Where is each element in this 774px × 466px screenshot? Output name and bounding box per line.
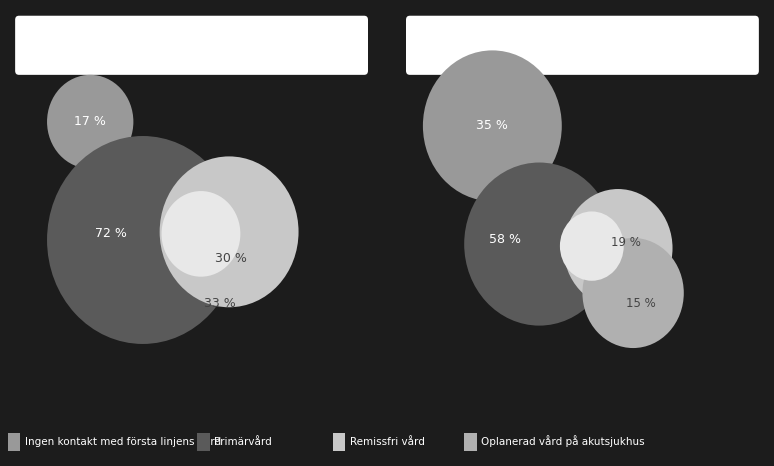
Text: 15 %: 15 % <box>625 297 656 310</box>
Circle shape <box>464 163 615 326</box>
Text: 33 %: 33 % <box>204 297 235 310</box>
FancyBboxPatch shape <box>406 16 759 75</box>
Text: 35 %: 35 % <box>477 119 509 132</box>
FancyBboxPatch shape <box>15 16 368 75</box>
Circle shape <box>563 189 673 307</box>
Text: 72 %: 72 % <box>95 227 127 240</box>
Text: Oplanerad vård på akutsjukhus: Oplanerad vård på akutsjukhus <box>481 436 645 447</box>
Text: Remissfri vård: Remissfri vård <box>350 437 425 446</box>
Circle shape <box>47 75 133 169</box>
Text: 17 %: 17 % <box>74 115 106 128</box>
Text: Ingen kontakt med första linjens vård: Ingen kontakt med första linjens vård <box>25 436 221 447</box>
Circle shape <box>560 212 624 281</box>
Circle shape <box>583 238 683 348</box>
Circle shape <box>423 50 562 201</box>
Bar <box>8 433 20 451</box>
Text: 19 %: 19 % <box>611 235 641 248</box>
Circle shape <box>159 157 299 307</box>
Text: 30 %: 30 % <box>215 252 247 265</box>
Bar <box>464 433 477 451</box>
Bar <box>197 433 210 451</box>
Text: 58 %: 58 % <box>489 233 522 247</box>
Circle shape <box>47 136 238 344</box>
Bar <box>333 433 345 451</box>
Text: Primärvård: Primärvård <box>214 437 272 446</box>
Circle shape <box>162 191 241 277</box>
